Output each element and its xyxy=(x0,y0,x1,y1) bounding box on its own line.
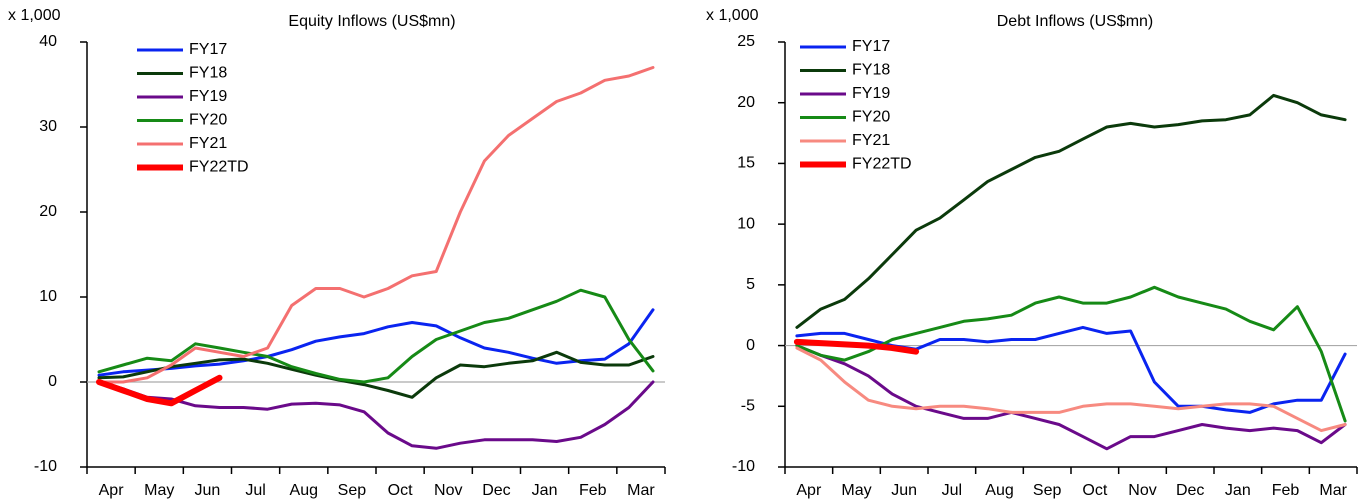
legend-label: FY22TD xyxy=(189,159,249,176)
x-tick-label: Jan xyxy=(532,482,558,499)
y-tick-label: 10 xyxy=(737,215,755,232)
x-tick-label: Mar xyxy=(627,482,655,499)
y-tick-label: 0 xyxy=(48,373,57,390)
y-tick-label: -5 xyxy=(741,398,755,415)
x-tick-label: Nov xyxy=(434,482,462,499)
x-tick-label: Sep xyxy=(1033,482,1062,499)
y-tick-label: 10 xyxy=(39,288,57,305)
series-line xyxy=(97,350,655,399)
y-tick-label: 5 xyxy=(746,276,755,293)
x-tick-label: Jun xyxy=(195,482,221,499)
x-tick-label: Dec xyxy=(482,482,510,499)
y-tick-label: 15 xyxy=(737,155,755,172)
x-tick-label: Aug xyxy=(985,482,1013,499)
y-unit: x 1,000 xyxy=(706,7,759,24)
x-tick-label: Feb xyxy=(579,482,607,499)
legend-label: FY22TD xyxy=(852,156,912,173)
x-tick-label: Oct xyxy=(388,482,413,499)
series-line xyxy=(97,380,655,450)
series-line xyxy=(793,338,920,355)
y-tick-label: 25 xyxy=(737,33,755,50)
series-line xyxy=(96,374,223,407)
x-tick-label: Apr xyxy=(796,482,822,499)
y-tick-label: -10 xyxy=(732,458,755,475)
series-line xyxy=(795,285,1347,423)
chart-title: Equity Inflows (US$mn) xyxy=(288,13,455,30)
y-tick-label: 0 xyxy=(746,337,755,354)
x-tick-label: Mar xyxy=(1319,482,1347,499)
y-tick-label: 20 xyxy=(737,94,755,111)
legend-label: FY18 xyxy=(189,65,227,82)
x-tick-label: Jul xyxy=(942,482,962,499)
legend-label: FY21 xyxy=(189,135,227,152)
legend-label: FY17 xyxy=(852,38,890,55)
series-line xyxy=(795,93,1347,329)
series-line xyxy=(97,308,655,377)
series-line xyxy=(97,288,655,384)
x-tick-label: Dec xyxy=(1176,482,1204,499)
y-unit: x 1,000 xyxy=(8,7,61,24)
x-tick-label: Aug xyxy=(290,482,318,499)
legend-label: FY20 xyxy=(189,112,227,129)
x-tick-label: Sep xyxy=(338,482,367,499)
x-tick-label: May xyxy=(144,482,174,499)
y-tick-label: 40 xyxy=(39,33,57,50)
legend-label: FY17 xyxy=(189,41,227,58)
legend-label: FY19 xyxy=(852,85,890,102)
legend-label: FY21 xyxy=(852,132,890,149)
x-tick-label: Jan xyxy=(1225,482,1251,499)
x-tick-label: Feb xyxy=(1272,482,1300,499)
legend-label: FY18 xyxy=(852,62,890,79)
series-line xyxy=(795,325,1347,414)
x-tick-label: Apr xyxy=(99,482,125,499)
x-tick-label: May xyxy=(841,482,871,499)
x-tick-label: Jun xyxy=(891,482,917,499)
legend-label: FY20 xyxy=(852,109,890,126)
series-line xyxy=(97,66,655,384)
series-line xyxy=(795,346,1347,433)
series-line xyxy=(795,344,1347,451)
y-tick-label: 30 xyxy=(39,118,57,135)
x-tick-label: Nov xyxy=(1128,482,1156,499)
chart-title: Debt Inflows (US$mn) xyxy=(997,13,1154,30)
x-tick-label: Jul xyxy=(245,482,265,499)
legend-label: FY19 xyxy=(189,88,227,105)
y-tick-label: 20 xyxy=(39,203,57,220)
y-tick-label: -10 xyxy=(34,458,57,475)
x-tick-label: Oct xyxy=(1082,482,1107,499)
